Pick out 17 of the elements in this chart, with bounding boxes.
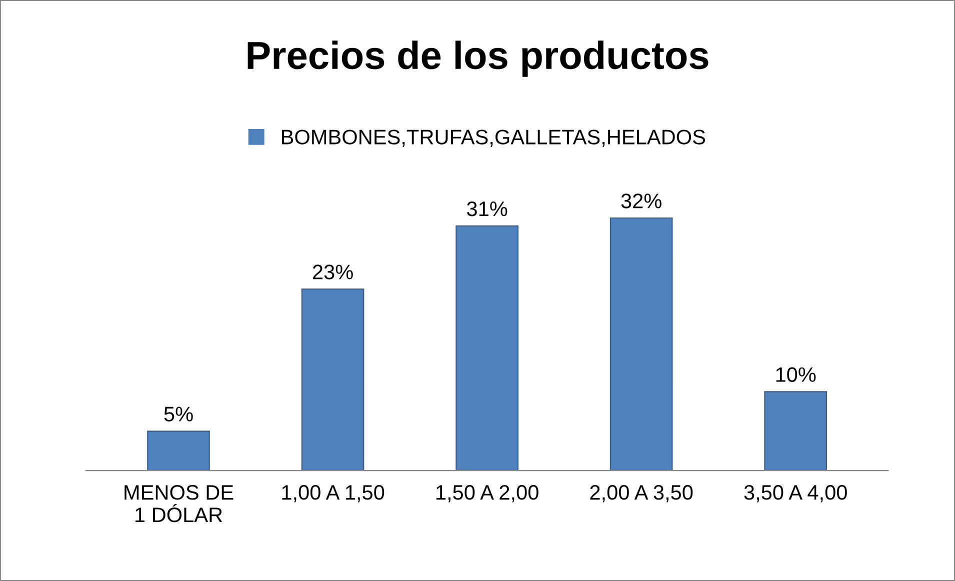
x-tick-label: 1,50 A 2,00: [436, 485, 538, 502]
x-tick-label: MENOS DE 1 DÓLAR: [124, 485, 234, 522]
x-tick-label: 1,00 A 1,50: [282, 485, 384, 502]
data-label: 23%: [312, 264, 353, 280]
data-label: 5%: [164, 406, 193, 422]
bar: [147, 430, 210, 471]
bar: [301, 288, 364, 471]
data-label: 32%: [621, 194, 662, 208]
bar: [610, 217, 673, 471]
data-label: 10%: [776, 367, 816, 382]
x-tick-label: 2,00 A 3,50: [590, 485, 693, 502]
bar: [456, 225, 518, 471]
bar: [764, 391, 827, 471]
chart-title: Precios de los productos: [248, 40, 708, 77]
x-tick-label: 3,50 A 4,00: [744, 485, 847, 502]
data-label: 31%: [466, 201, 508, 216]
legend-label: BOMBONES,TRUFAS,GALLETAS,HELADOS: [282, 130, 705, 147]
